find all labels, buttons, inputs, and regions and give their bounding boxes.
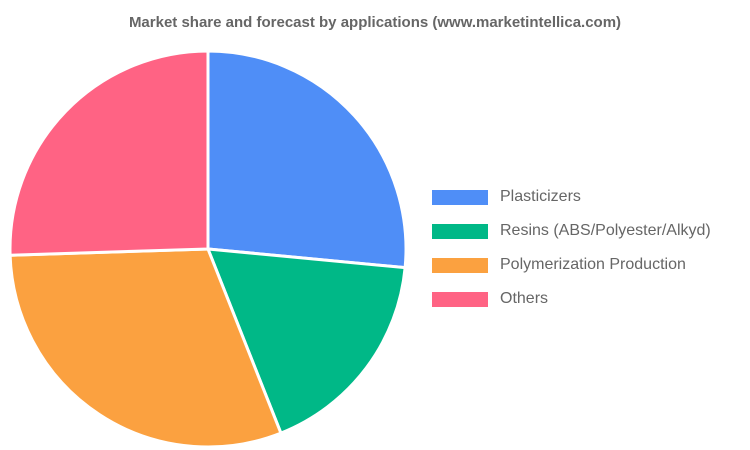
pie-slice-plasticizers[interactable]: [206, 49, 408, 270]
legend-swatch-plasticizers: [432, 189, 488, 205]
legend-item-plasticizers[interactable]: Plasticizers: [432, 188, 711, 205]
legend-label-others: Others: [500, 290, 549, 307]
legend-item-polymerization-production[interactable]: Polymerization Production: [432, 256, 711, 273]
pie-slice-polymerization-production[interactable]: [8, 247, 283, 449]
legend-item-others[interactable]: Others: [432, 290, 711, 307]
pie-slice-resins[interactable]: [206, 247, 407, 435]
legend-label-plasticizers: Plasticizers: [500, 188, 581, 205]
legend-item-resins[interactable]: Resins (ABS/Polyester/Alkyd): [432, 222, 711, 239]
legend-label-resins: Resins (ABS/Polyester/Alkyd): [500, 222, 711, 239]
pie-slice-others[interactable]: [8, 49, 210, 257]
legend-swatch-others: [432, 291, 488, 307]
legend: Plasticizers Resins (ABS/Polyester/Alkyd…: [432, 188, 711, 325]
legend-label-polymerization-production: Polymerization Production: [500, 256, 686, 273]
chart-title: Market share and forecast by application…: [128, 14, 622, 31]
legend-swatch-polymerization-production: [432, 257, 488, 273]
legend-swatch-resins: [432, 223, 488, 239]
